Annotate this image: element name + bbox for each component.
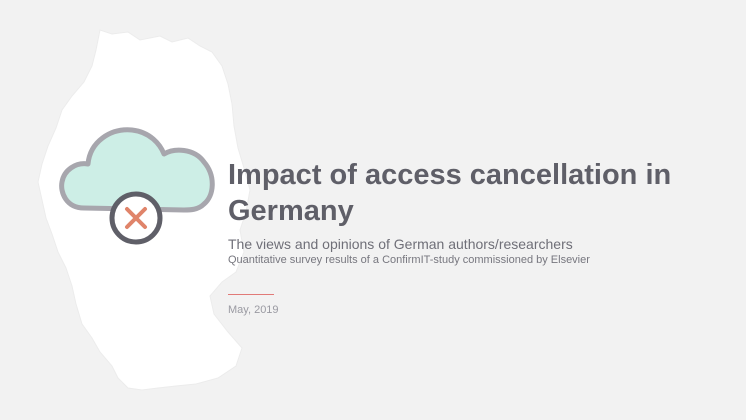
- slide-description: Quantitative survey results of a Confirm…: [228, 254, 590, 266]
- slide-date: May, 2019: [228, 304, 279, 316]
- slide-subtitle: The views and opinions of German authors…: [228, 236, 573, 252]
- slide-title: Impact of access cancellation in Germany: [228, 159, 672, 227]
- cloud-cancel-icon: [59, 127, 215, 245]
- accent-divider: [228, 294, 274, 295]
